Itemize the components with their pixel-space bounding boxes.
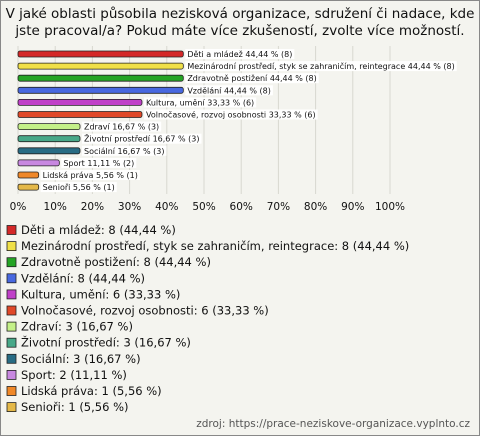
data-label-bg bbox=[185, 61, 457, 72]
legend-label: Kultura, umění: 6 (33,33 %) bbox=[21, 287, 180, 301]
legend-label: Sociální: 3 (16,67 %) bbox=[21, 352, 141, 366]
bar bbox=[17, 183, 40, 191]
bar bbox=[17, 74, 184, 82]
data-label-bg bbox=[185, 85, 273, 96]
data-label: Vzdělání 44,44 % (8) bbox=[187, 86, 271, 95]
legend-label: Zdravotně postižení: 8 (44,44 %) bbox=[21, 255, 211, 269]
x-tick-label: 0% bbox=[10, 201, 27, 213]
data-label-bg bbox=[143, 97, 257, 108]
bar bbox=[17, 135, 81, 143]
legend-swatch bbox=[6, 289, 17, 300]
data-label-bg bbox=[61, 157, 137, 168]
chart-title: V jaké oblasti působila nezisková organi… bbox=[6, 6, 475, 22]
x-tick-label: 100% bbox=[375, 201, 405, 213]
x-tick-label: 30% bbox=[118, 201, 141, 213]
data-label-bg bbox=[143, 109, 318, 120]
data-label-bg bbox=[40, 170, 140, 180]
data-label: Lidská práva 5,56 % (1) bbox=[43, 171, 138, 180]
data-label-bg bbox=[82, 121, 162, 132]
legend-label: Vzdělání: 8 (44,44 %) bbox=[21, 271, 145, 285]
bar bbox=[17, 147, 81, 155]
data-label: Kultura, umění 33,33 % (6) bbox=[146, 98, 254, 107]
bar bbox=[17, 99, 143, 106]
chart-title: jste pracoval/a? Pokud máte více zkušeno… bbox=[14, 23, 464, 39]
legend-swatch bbox=[6, 257, 17, 268]
data-label-group: Sport 11,11 % (2) bbox=[61, 157, 137, 168]
legend-label: Lidská práva: 1 (5,56 %) bbox=[21, 384, 162, 398]
bar bbox=[17, 86, 184, 94]
legend-label: Mezinárodní prostředí, styk se zahraničí… bbox=[21, 239, 409, 253]
x-tick-label: 90% bbox=[341, 201, 364, 213]
data-label-group: Lidská práva 5,56 % (1) bbox=[40, 170, 140, 180]
data-label: Senioři 5,56 % (1) bbox=[43, 183, 115, 192]
x-tick-label: 50% bbox=[192, 201, 215, 213]
data-label-bg bbox=[82, 145, 167, 156]
bar bbox=[17, 159, 60, 167]
data-label-group: Senioři 5,56 % (1) bbox=[40, 182, 117, 193]
data-label: Životní prostředí 16,67 % (3) bbox=[84, 133, 199, 144]
data-label: Mezinárodní prostředí, styk se zahraničí… bbox=[187, 61, 454, 71]
data-label-group: Volnočasové, rozvoj osobnosti 33,33 % (6… bbox=[143, 109, 318, 120]
legend-swatch bbox=[6, 305, 17, 316]
legend-swatch bbox=[6, 273, 17, 284]
legend-swatch bbox=[6, 225, 17, 235]
legend-swatch bbox=[6, 321, 17, 332]
x-tick-label: 10% bbox=[44, 201, 67, 213]
legend-swatch bbox=[6, 353, 17, 364]
data-label: Volnočasové, rozvoj osobnosti 33,33 % (6… bbox=[146, 110, 316, 120]
legend-swatch bbox=[6, 386, 17, 396]
data-label-group: Mezinárodní prostředí, styk se zahraničí… bbox=[185, 61, 457, 72]
legend-label: Volnočasové, rozvoj osobnosti: 6 (33,33 … bbox=[21, 304, 269, 318]
legend-label: Životní prostředí: 3 (16,67 %) bbox=[21, 335, 191, 350]
x-tick-label: 80% bbox=[304, 201, 327, 213]
bar bbox=[17, 62, 184, 70]
data-label-bg bbox=[82, 133, 202, 144]
data-label-group: Zdraví 16,67 % (3) bbox=[82, 121, 162, 132]
bar bbox=[17, 111, 143, 118]
x-tick-label: 70% bbox=[267, 201, 290, 213]
data-label: Sport 11,11 % (2) bbox=[63, 159, 134, 168]
data-label-bg bbox=[185, 49, 295, 59]
legend-label: Děti a mládež: 8 (44,44 %) bbox=[21, 223, 176, 237]
data-label: Zdravotně postižení 44,44 % (8) bbox=[187, 74, 316, 83]
legend-swatch bbox=[6, 369, 17, 380]
data-label-group: Zdravotně postižení 44,44 % (8) bbox=[185, 73, 319, 84]
data-label: Sociální 16,67 % (3) bbox=[84, 147, 164, 156]
legend-swatch bbox=[6, 241, 17, 252]
data-label-bg bbox=[40, 182, 117, 193]
legend-label: Senioři: 1 (5,56 %) bbox=[21, 400, 128, 414]
x-tick-label: 60% bbox=[230, 201, 253, 213]
data-label-bg bbox=[185, 73, 319, 84]
legend-label: Zdraví: 3 (16,67 %) bbox=[21, 320, 133, 334]
legend-label: Sport: 2 (11,11 %) bbox=[21, 368, 127, 382]
bar bbox=[17, 171, 40, 179]
source: zdroj: https://prace-neziskove-organizac… bbox=[196, 418, 470, 430]
data-label-group: Sociální 16,67 % (3) bbox=[82, 145, 167, 156]
x-tick-label: 40% bbox=[155, 201, 178, 213]
data-label-group: Kultura, umění 33,33 % (6) bbox=[143, 97, 257, 108]
bar bbox=[17, 123, 81, 130]
data-label: Děti a mládež 44,44 % (8) bbox=[187, 50, 292, 59]
data-label: Zdraví 16,67 % (3) bbox=[84, 123, 159, 132]
legend-swatch bbox=[6, 337, 17, 348]
data-label-group: Děti a mládež 44,44 % (8) bbox=[185, 49, 295, 59]
data-label-group: Životní prostředí 16,67 % (3) bbox=[82, 133, 202, 144]
x-tick-label: 20% bbox=[81, 201, 104, 213]
bar bbox=[17, 50, 184, 58]
legend-swatch bbox=[6, 402, 17, 413]
data-label-group: Vzdělání 44,44 % (8) bbox=[185, 85, 273, 96]
